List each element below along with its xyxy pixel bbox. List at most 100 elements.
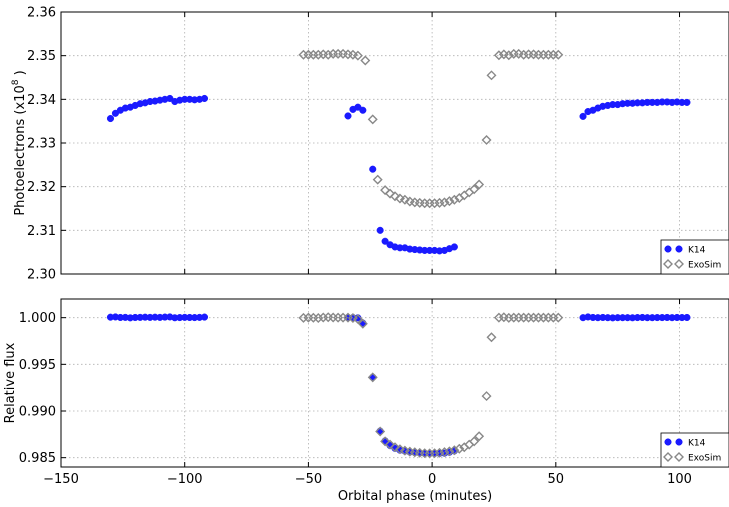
exosim-data-point [449, 445, 460, 456]
y-axis-title-exponent: 8 [11, 79, 21, 85]
legend-marker [664, 245, 672, 253]
x-tick-label: −150 [43, 472, 79, 487]
x-tick-label: −50 [295, 472, 322, 487]
grid-lines [61, 12, 729, 274]
y-tick-label: 2.33 [27, 137, 56, 152]
exosim-data-point [444, 196, 455, 207]
y-axis-title-suffix: ) [13, 70, 28, 79]
exosim-data-point [474, 431, 485, 442]
exosim-data-point [449, 194, 460, 205]
legend-box [660, 239, 729, 275]
y-tick-label: 2.31 [27, 224, 56, 239]
exosim-data-point [493, 50, 504, 61]
y-tick-label: 0.985 [19, 451, 56, 466]
legend-entry-exosim: ExoSim [663, 452, 721, 464]
exosim-data-point [385, 439, 396, 450]
exosim-data-point [481, 134, 492, 145]
y-tick-label: 2.34 [27, 93, 56, 108]
exosim-data-point [390, 191, 400, 202]
series-k14 [106, 94, 691, 255]
grid-lines [61, 299, 729, 467]
y-axis-title: Photoelectrons (x108 ) [11, 70, 28, 215]
k14-data-point [450, 243, 458, 251]
y-tick-label: 2.36 [27, 6, 56, 21]
exosim-data-point [367, 372, 378, 383]
exosim-data-point [352, 50, 363, 61]
y-tick-label: 2.30 [27, 268, 56, 283]
y-axis-title-text: Relative flux [3, 342, 18, 423]
exosim-data-point [399, 194, 410, 205]
legend-box [660, 432, 729, 468]
exosim-data-point [390, 442, 400, 453]
exosim-data-point [464, 187, 475, 198]
series-exosim [298, 312, 564, 459]
legend-marker [674, 452, 684, 462]
legend-label: ExoSim [688, 261, 721, 271]
legend-marker [675, 245, 683, 253]
series-k14 [106, 313, 691, 458]
exosim-data-point [439, 197, 450, 208]
bottom-panel: 0.985 0.990 0.995 1.000 −150 −100 −50 0 50 100 Rel… [3, 298, 729, 504]
top-panel: 2.30 2.31 2.32 2.33 2.34 2.35 2.36 Photoelectro… [11, 6, 729, 283]
exosim-data-point [372, 174, 383, 185]
exosim-data-point [439, 447, 450, 458]
y-tick-label: 2.32 [27, 180, 56, 195]
exosim-data-point [394, 444, 405, 455]
data-points [106, 312, 691, 459]
legend-entry-exosim: ExoSim [663, 259, 721, 271]
legend-marker [675, 438, 683, 446]
y-tick-label: 0.990 [19, 405, 56, 420]
series-exosim [298, 48, 564, 209]
exosim-data-point [323, 49, 334, 60]
axis-ticks: 0.985 0.990 0.995 1.000 −150 −100 −50 0 50 100 [19, 299, 692, 487]
exosim-data-point [553, 49, 564, 60]
k14-data-point [200, 94, 209, 103]
exosim-data-point [469, 436, 480, 447]
legend: K14 ExoSim [660, 432, 729, 468]
k14-data-point [579, 112, 587, 120]
exosim-data-point [481, 391, 492, 402]
y-axis-title: Relative flux [3, 342, 18, 423]
x-tick-label: 50 [548, 472, 565, 487]
k14-data-point [369, 165, 377, 173]
exosim-data-point [367, 114, 378, 125]
exosim-data-point [380, 185, 391, 196]
y-tick-label: 1.000 [19, 311, 56, 326]
exosim-data-point [486, 332, 497, 343]
x-tick-label: 100 [667, 472, 692, 487]
data-points [106, 48, 691, 255]
legend-marker [664, 438, 672, 446]
exosim-data-point [503, 50, 514, 61]
k14-data-point [381, 237, 389, 245]
exosim-data-point [385, 188, 396, 199]
exosim-data-point [375, 426, 386, 437]
k14-data-point [359, 106, 367, 114]
k14-data-point [344, 112, 352, 120]
y-axis-title-text: Photoelectrons (x10 [13, 85, 28, 215]
k14-data-point [376, 226, 384, 234]
legend: K14 ExoSim [660, 239, 729, 275]
x-tick-label: −100 [167, 472, 203, 487]
legend-label: ExoSim [688, 454, 721, 464]
exosim-data-point [380, 436, 391, 447]
legend-marker [663, 259, 673, 269]
plot-frame [60, 298, 729, 468]
k14-data-point [683, 98, 691, 106]
legend-entry-k14: K14 [664, 245, 706, 256]
exosim-data-point [454, 443, 465, 454]
y-tick-label: 0.995 [19, 358, 56, 373]
legend-entry-k14: K14 [664, 438, 706, 449]
exosim-data-point [444, 446, 455, 457]
k14-data-point [200, 313, 209, 321]
exosim-data-point [360, 55, 371, 66]
legend-marker [674, 259, 684, 269]
exosim-data-point [486, 70, 497, 81]
exosim-data-point [469, 184, 480, 195]
x-axis-title: Orbital phase (minutes) [338, 489, 492, 504]
exosim-data-point [474, 179, 485, 190]
y-tick-label: 2.35 [27, 49, 56, 64]
k14-data-point [106, 114, 115, 123]
exosim-data-point [352, 314, 363, 325]
k14-data-point [683, 313, 691, 322]
